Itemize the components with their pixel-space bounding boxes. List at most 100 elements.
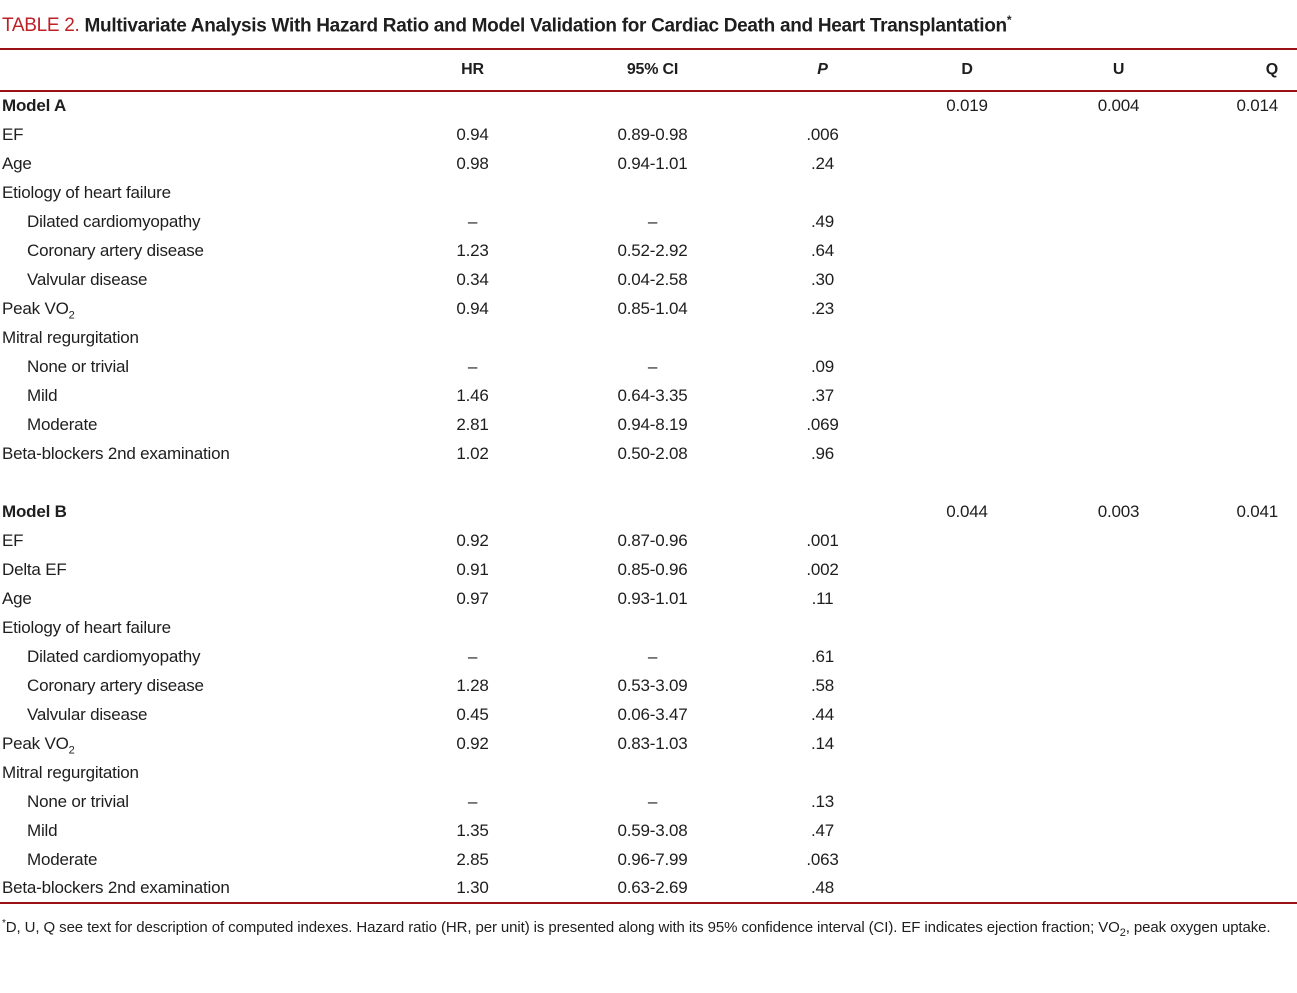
column-header-variable: [0, 48, 400, 93]
empty-cell: [1188, 613, 1297, 642]
empty-cell: [1188, 352, 1297, 381]
table-row: Coronary artery disease 1.28 0.53-3.09 .58: [0, 671, 1297, 700]
table-row: Peak VO2 0.94 0.85-1.04 .23: [0, 294, 1297, 323]
row-label: None or trivial: [27, 356, 129, 376]
hr-value: 1.30: [456, 878, 489, 898]
empty-cell: [1049, 381, 1188, 410]
p-value: .24: [810, 153, 835, 173]
footnote-text-2: , peak oxygen uptake.: [1125, 919, 1271, 937]
p-value: .58: [810, 675, 835, 695]
empty-cell: [1188, 178, 1297, 207]
ci-value: 0.59-3.08: [617, 820, 688, 840]
empty-cell: [885, 236, 1049, 265]
ci-value: 0.50-2.08: [617, 443, 688, 463]
ci-value: [545, 323, 760, 352]
table-row: Coronary artery disease 1.23 0.52-2.92 .64: [0, 236, 1297, 265]
row-label: Mild: [27, 820, 58, 840]
hr-value: 0.92: [456, 530, 489, 550]
hr-value: 1.23: [456, 240, 489, 260]
empty-cell: [1049, 845, 1188, 874]
table-row: Etiology of heart failure: [0, 178, 1297, 207]
empty-cell: [885, 584, 1049, 613]
empty-cell: [1049, 642, 1188, 671]
empty-cell: [1049, 613, 1188, 642]
empty-cell: [1188, 265, 1297, 294]
column-header-hr: HR: [400, 48, 545, 93]
ci-value: 0.93-1.01: [617, 588, 688, 608]
table-row: Dilated cardiomyopathy – – .49: [0, 207, 1297, 236]
row-label: Age: [2, 588, 32, 608]
empty-cell: [885, 178, 1049, 207]
q-value: 0.041: [1236, 501, 1278, 521]
empty-cell: [1188, 381, 1297, 410]
table-row: EF 0.92 0.87-0.96 .001: [0, 526, 1297, 555]
hr-value: 0.94: [456, 298, 489, 318]
empty-cell: [885, 149, 1049, 178]
empty-cell: [1049, 729, 1188, 758]
empty-cell: [545, 497, 760, 526]
empty-cell: [1049, 816, 1188, 845]
empty-cell: [1049, 439, 1188, 468]
table-row: Peak VO2 0.92 0.83-1.03 .14: [0, 729, 1297, 758]
ci-value: –: [647, 356, 658, 376]
p-value: .61: [810, 646, 835, 666]
empty-cell: [1188, 236, 1297, 265]
p-value: .002: [806, 559, 839, 579]
p-value: .14: [810, 733, 835, 753]
ci-value: [545, 178, 760, 207]
footnote-subscript: 2: [1119, 927, 1126, 940]
row-label: Valvular disease: [27, 704, 148, 724]
hr-value: 0.34: [456, 269, 489, 289]
empty-cell: [1049, 149, 1188, 178]
row-label: Moderate: [27, 414, 98, 434]
hr-value: 2.85: [456, 849, 489, 869]
table-row: Age 0.98 0.94-1.01 .24: [0, 149, 1297, 178]
empty-cell: [885, 700, 1049, 729]
p-value: [760, 178, 885, 207]
empty-cell: [885, 729, 1049, 758]
p-value: .44: [810, 704, 835, 724]
ci-value: 0.04-2.58: [617, 269, 688, 289]
empty-cell: [885, 207, 1049, 236]
ci-value: 0.96-7.99: [617, 849, 688, 869]
table-body: Model A 0.019 0.004 0.014 EF 0.94 0.89-0.98 .00…: [0, 91, 1297, 903]
empty-cell: [1049, 352, 1188, 381]
table-figure: TABLE 2. Multivariate Analysis With Hazar…: [0, 13, 1297, 940]
footnote-text-1: D, U, Q see text for description of comp…: [5, 919, 1120, 937]
empty-cell: [1188, 439, 1297, 468]
empty-cell: [885, 874, 1049, 903]
empty-cell: [885, 439, 1049, 468]
d-value: 0.044: [946, 501, 988, 521]
empty-cell: [885, 642, 1049, 671]
table-row: Beta-blockers 2nd examination 1.30 0.63-2.…: [0, 874, 1297, 903]
empty-cell: [400, 91, 545, 120]
ci-value: –: [647, 646, 658, 666]
row-label: Dilated cardiomyopathy: [27, 646, 201, 666]
ci-value: 0.94-8.19: [617, 414, 688, 434]
p-value: .64: [810, 240, 835, 260]
empty-cell: [885, 410, 1049, 439]
table-row: Mitral regurgitation: [0, 323, 1297, 352]
row-label: Etiology of heart failure: [2, 182, 171, 202]
row-label: Coronary artery disease: [27, 240, 204, 260]
hr-value: [400, 613, 545, 642]
hr-value: –: [467, 646, 478, 666]
p-value: [760, 613, 885, 642]
footnote-marker: *: [2, 918, 6, 930]
hr-value: 0.98: [456, 153, 489, 173]
ci-value: 0.53-3.09: [617, 675, 688, 695]
row-label: Peak VO2: [2, 733, 75, 757]
hr-value: –: [467, 356, 478, 376]
empty-cell: [1188, 294, 1297, 323]
row-label: Delta EF: [2, 559, 67, 579]
hr-value: 1.35: [456, 820, 489, 840]
section-header-row: Model A 0.019 0.004 0.014: [0, 91, 1297, 120]
empty-cell: [760, 497, 885, 526]
column-header-p: P: [760, 48, 885, 93]
p-value: .47: [810, 820, 835, 840]
p-value: .23: [810, 298, 835, 318]
empty-cell: [1188, 149, 1297, 178]
empty-cell: [1049, 410, 1188, 439]
table-row: Dilated cardiomyopathy – – .61: [0, 642, 1297, 671]
empty-cell: [1188, 323, 1297, 352]
